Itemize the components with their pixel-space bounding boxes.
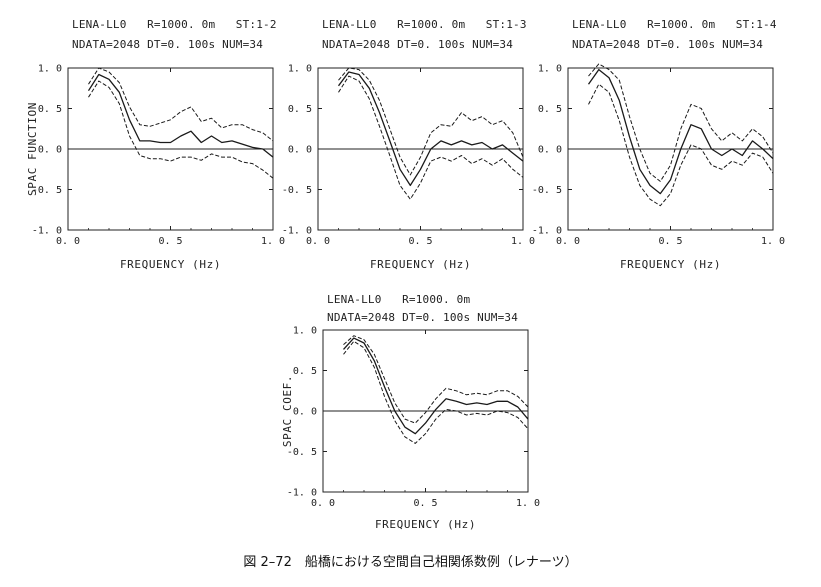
- series-line-lower: [588, 83, 774, 207]
- series-line-lower: [338, 75, 524, 200]
- station-pair-label: ST:1-4: [735, 18, 777, 31]
- chart-header-line-2: NDATA=2048 DT=0. 100s NUM=34: [322, 38, 513, 51]
- y-tick-label: 1. 0: [288, 64, 312, 75]
- num-label: NUM=34: [222, 38, 264, 51]
- x-tick-label: 0. 0: [56, 236, 80, 247]
- y-tick-label: 0. 0: [538, 145, 562, 156]
- series-line-mean: [337, 71, 524, 187]
- x-tick-label: 1. 0: [516, 498, 540, 509]
- y-tick-label: -0. 5: [287, 447, 317, 458]
- y-tick-label: 0. 0: [38, 145, 62, 156]
- station-label: LENA-LL0: [572, 18, 627, 31]
- x-axis-label: FREQUENCY (Hz): [620, 258, 721, 271]
- x-tick-label: 0. 5: [408, 236, 432, 247]
- y-tick-label: -1. 0: [287, 488, 317, 499]
- y-tick-label: 0. 0: [293, 407, 317, 418]
- series-line-upper: [343, 335, 529, 424]
- chart-header-line-2: NDATA=2048 DT=0. 100s NUM=34: [327, 311, 518, 324]
- y-tick-label: -1. 0: [32, 226, 62, 237]
- ndata-label: NDATA=2048: [322, 38, 391, 51]
- station-label: LENA-LL0: [322, 18, 377, 31]
- plot-svg: 1. 00. 50. 0-0. 5-1. 00. 0 0. 5 1. 0FREQUE…: [26, 64, 285, 272]
- y-tick-label: 0. 5: [293, 366, 317, 377]
- y-tick-label: -0. 5: [282, 185, 312, 196]
- x-tick-label: 1. 0: [261, 236, 285, 247]
- spac-chart-st-1-4: LENA-LL0 R=1000. 0m ST:1-4 NDATA=2048 DT…: [500, 0, 790, 280]
- y-tick-label: -1. 0: [282, 226, 312, 237]
- series-line-mean: [587, 68, 774, 195]
- series-line-lower: [88, 80, 274, 179]
- y-tick-label: -0. 5: [532, 185, 562, 196]
- y-tick-label: 1. 0: [538, 64, 562, 75]
- y-tick-label: -0. 5: [32, 185, 62, 196]
- dt-label: DT=0. 100s: [402, 311, 471, 324]
- x-tick-label: 0. 0: [306, 236, 330, 247]
- num-label: NUM=34: [472, 38, 514, 51]
- chart-header-line-1: LENA-LL0 R=1000. 0m ST:1-3: [322, 18, 527, 31]
- station-pair-label: ST:1-3: [485, 18, 527, 31]
- plot-svg: 1. 00. 50. 0-0. 5-1. 00. 0 0. 5 1. 0FREQUE…: [282, 64, 535, 272]
- y-tick-label: 0. 0: [288, 145, 312, 156]
- y-tick-label: 1. 0: [38, 64, 62, 75]
- y-tick-label: -1. 0: [532, 226, 562, 237]
- radius-label: R=1000. 0m: [397, 18, 466, 31]
- x-tick-label: 1. 0: [761, 236, 785, 247]
- y-axis-label: SPAC COEF.: [281, 375, 294, 447]
- ndata-label: NDATA=2048: [572, 38, 641, 51]
- station-pair-label: ST:1-2: [235, 18, 277, 31]
- ndata-label: NDATA=2048: [327, 311, 396, 324]
- chart-header-line-1: LENA-LL0 R=1000. 0m ST:1-2: [72, 18, 277, 31]
- radius-label: R=1000. 0m: [647, 18, 716, 31]
- chart-header-line-1: LENA-LL0 R=1000. 0m: [327, 293, 470, 306]
- x-axis-label: FREQUENCY (Hz): [375, 518, 476, 531]
- series-line-upper: [588, 63, 774, 182]
- x-tick-label: 0. 5: [158, 236, 182, 247]
- x-tick-label: 0. 5: [658, 236, 682, 247]
- chart-header-line-2: NDATA=2048 DT=0. 100s NUM=34: [572, 38, 763, 51]
- series-line-mean: [343, 337, 529, 435]
- x-tick-label: 0. 0: [556, 236, 580, 247]
- series-line-upper: [88, 67, 274, 142]
- y-tick-label: 0. 5: [538, 104, 562, 115]
- num-label: NUM=34: [477, 311, 519, 324]
- chart-header-line-1: LENA-LL0 R=1000. 0m ST:1-4: [572, 18, 777, 31]
- plot-svg: 1. 00. 50. 0-0. 5-1. 00. 0 0. 5 1. 0FREQUE…: [281, 326, 540, 532]
- series-line-lower: [343, 340, 529, 444]
- x-axis-label: FREQUENCY (Hz): [370, 258, 471, 271]
- y-axis-label: SPAC FUNCTION: [26, 102, 39, 196]
- spac-chart-average: LENA-LL0 R=1000. 0m NDATA=2048 DT=0. 100…: [255, 290, 545, 540]
- y-tick-label: 0. 5: [38, 104, 62, 115]
- station-label: LENA-LL0: [327, 293, 382, 306]
- plot-svg: 1. 00. 50. 0-0. 5-1. 00. 0 0. 5 1. 0FREQUE…: [532, 63, 785, 271]
- ndata-label: NDATA=2048: [72, 38, 141, 51]
- station-label: LENA-LL0: [72, 18, 127, 31]
- y-tick-label: 0. 5: [288, 104, 312, 115]
- x-tick-label: 0. 5: [413, 498, 437, 509]
- spac-chart-st-1-3: LENA-LL0 R=1000. 0m ST:1-3 NDATA=2048 DT…: [250, 0, 540, 280]
- dt-label: DT=0. 100s: [147, 38, 216, 51]
- radius-label: R=1000. 0m: [147, 18, 216, 31]
- series-line-mean: [87, 73, 274, 158]
- x-tick-label: 1. 0: [511, 236, 535, 247]
- dt-label: DT=0. 100s: [647, 38, 716, 51]
- figure-caption: 図 2–72 船橋における空間自己相関係数例（レナーツ）: [243, 555, 578, 570]
- dt-label: DT=0. 100s: [397, 38, 466, 51]
- chart-header-line-2: NDATA=2048 DT=0. 100s NUM=34: [72, 38, 263, 51]
- num-label: NUM=34: [722, 38, 764, 51]
- x-tick-label: 0. 0: [311, 498, 335, 509]
- x-axis-label: FREQUENCY (Hz): [120, 258, 221, 271]
- radius-label: R=1000. 0m: [402, 293, 471, 306]
- spac-chart-st-1-2: LENA-LL0 R=1000. 0m ST:1-2 NDATA=2048 DT…: [0, 0, 290, 280]
- y-tick-label: 1. 0: [293, 326, 317, 337]
